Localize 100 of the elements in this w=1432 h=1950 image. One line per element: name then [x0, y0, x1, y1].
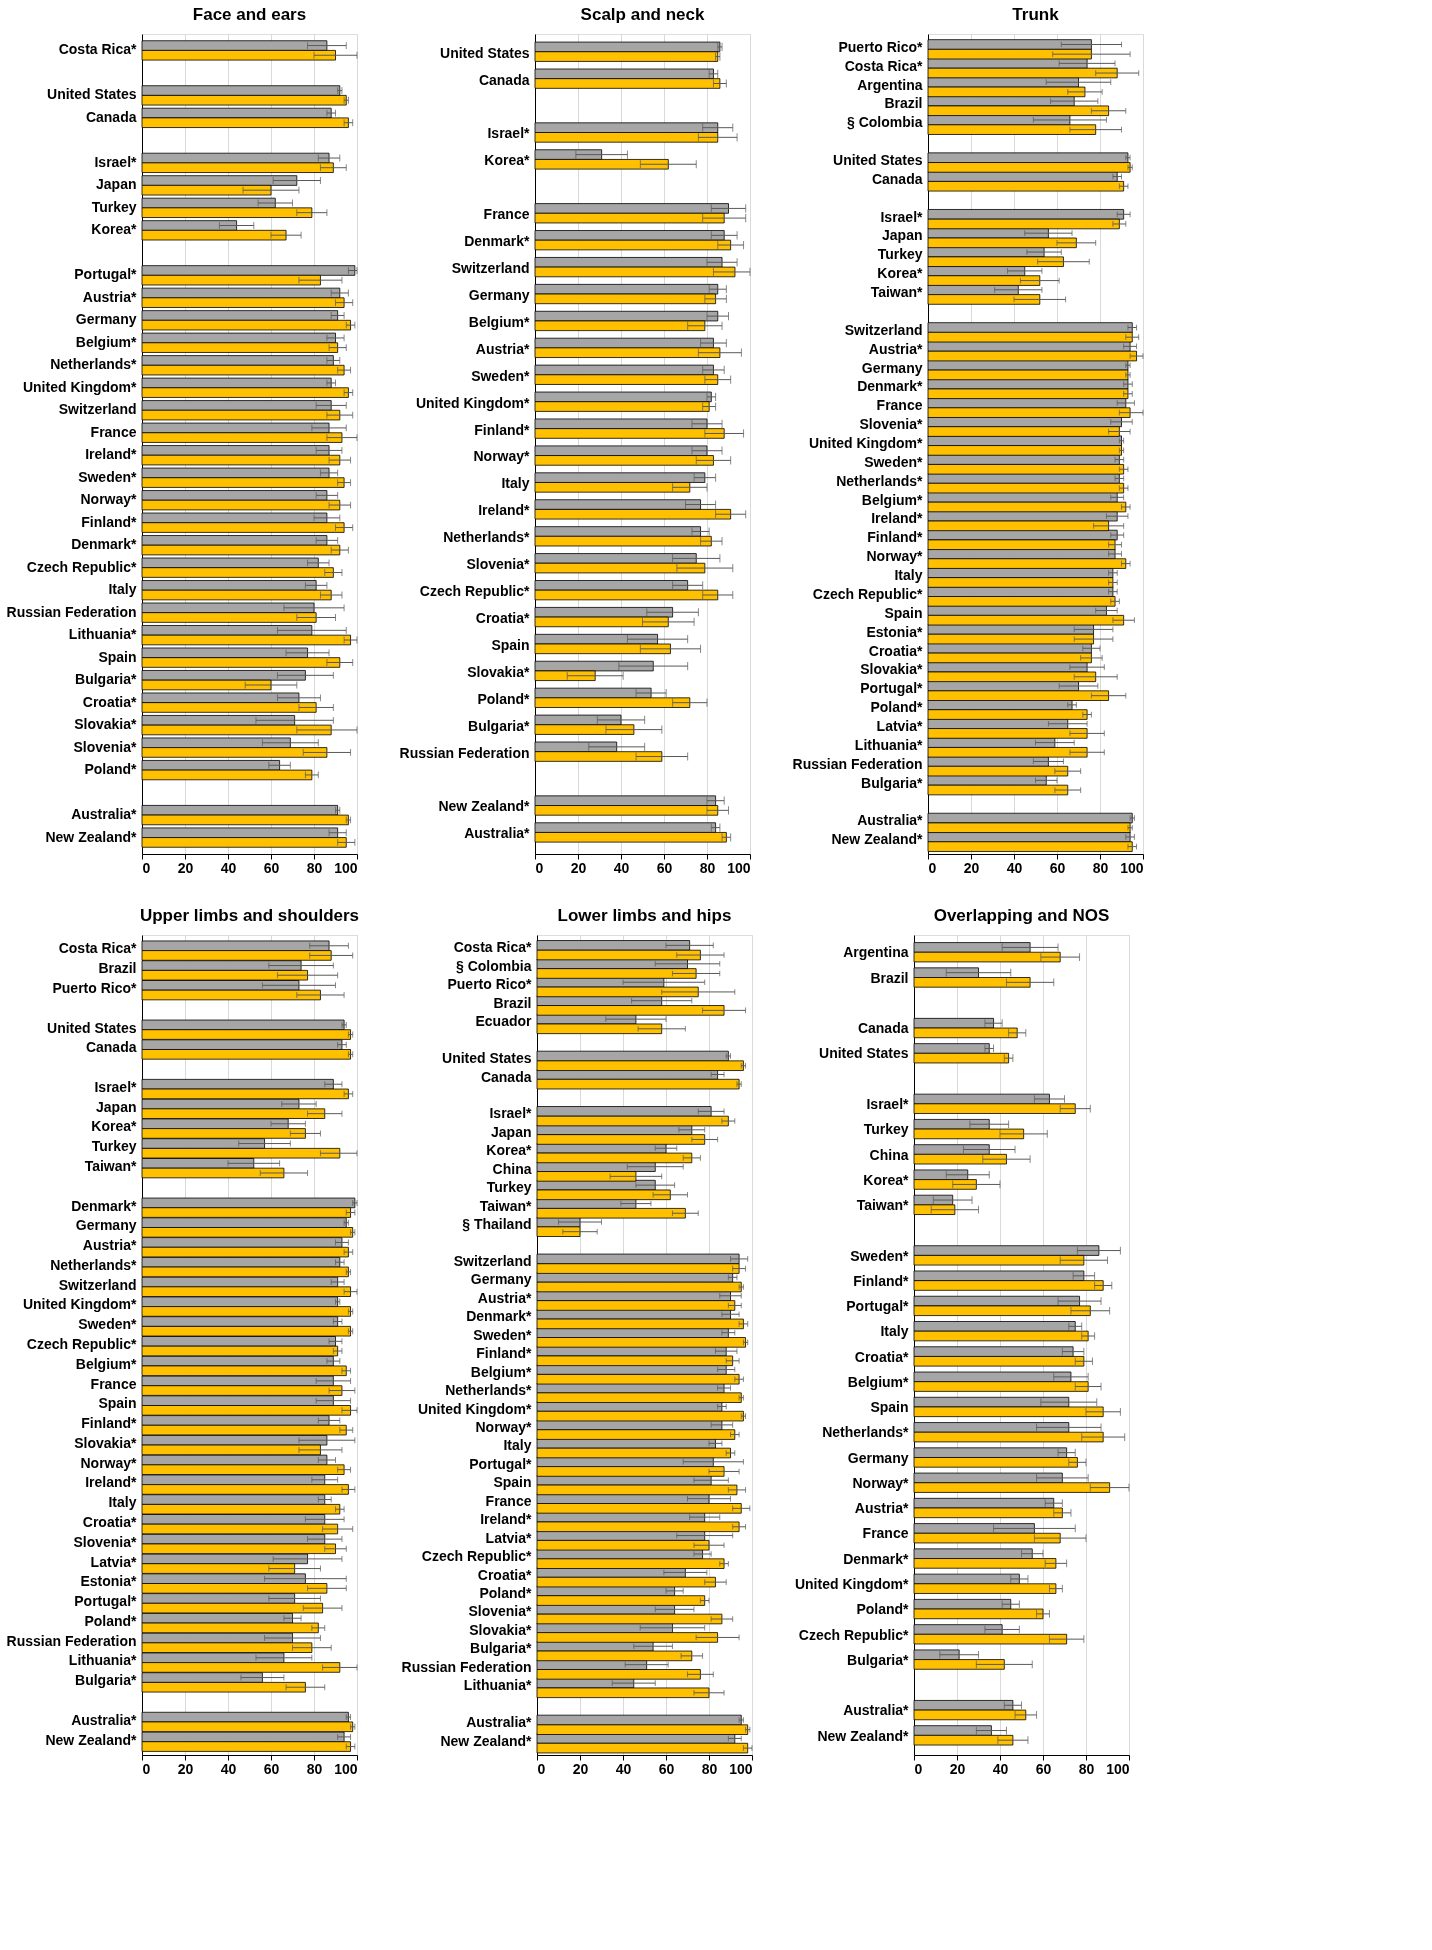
y-tick-label: Italy — [108, 1494, 137, 1511]
x-tick-label: 100 — [334, 859, 358, 876]
y-tick-label: Puerto Rico* — [52, 979, 138, 996]
y-tick-label: Costa Rica* — [58, 41, 138, 58]
y-tick-label: Sweden* — [78, 1316, 138, 1333]
y-tick-label: France — [90, 1375, 137, 1392]
y-tick-label: Netherlands* — [50, 1256, 138, 1273]
y-tick-label: Bulgaria* — [75, 1672, 138, 1689]
y-tick-label: Belgium* — [861, 491, 924, 508]
y-tick-label: Denmark* — [71, 536, 138, 553]
y-tick-label: Australia* — [466, 1714, 533, 1731]
y-tick-label: Slovakia* — [74, 716, 138, 733]
y-tick-label: Korea* — [486, 1142, 533, 1159]
y-tick-label: Latvia* — [485, 1529, 533, 1546]
y-tick-label: Israel* — [94, 153, 138, 170]
y-tick-label: Japan — [882, 227, 923, 244]
y-tick-label: United Kingdom* — [22, 1296, 138, 1313]
y-tick-label: France — [485, 1492, 532, 1509]
y-tick-label: Ireland* — [478, 502, 531, 519]
y-tick-label: Lithuania* — [463, 1677, 533, 1694]
y-tick-label: § Thailand — [462, 1216, 532, 1233]
y-tick-label: Portugal* — [74, 266, 138, 283]
y-tick-label: Croatia* — [477, 1566, 533, 1583]
x-tick-label: 0 — [142, 1760, 151, 1777]
y-tick-label: Spain — [491, 636, 530, 653]
y-tick-label: Slovenia* — [468, 1603, 533, 1620]
y-tick-label: Korea* — [91, 1118, 138, 1135]
chart-title: Scalp and neck — [580, 5, 705, 24]
y-tick-label: Turkey — [91, 198, 137, 215]
y-tick-label: Sweden* — [473, 1326, 533, 1343]
y-tick-label: Czech Republic* — [26, 1336, 138, 1352]
y-tick-label: Bulgaria* — [847, 1651, 910, 1668]
y-tick-label: Slovenia* — [466, 556, 531, 573]
x-tick-label: 0 — [928, 859, 937, 876]
y-tick-label: Germany — [468, 286, 530, 303]
y-tick-label: Czech Republic* — [419, 583, 531, 600]
x-tick-label: 20 — [570, 859, 587, 876]
x-tick-label: 80 — [1078, 1760, 1095, 1777]
y-tick-label: Poland* — [479, 1584, 533, 1601]
y-tick-label: Croatia* — [868, 642, 924, 659]
y-tick-label: United States — [442, 1050, 532, 1067]
y-tick-label: Costa Rica* — [58, 940, 138, 957]
y-tick-label: Austria* — [868, 340, 924, 357]
y-tick-label: Slovakia* — [860, 661, 924, 678]
y-tick-label: Brazil — [98, 960, 137, 977]
y-tick-label: Slovakia* — [467, 663, 531, 680]
x-tick-label: 100 — [334, 1760, 358, 1777]
y-tick-label: Germany — [470, 1271, 532, 1288]
y-tick-label: France — [876, 397, 923, 414]
x-tick-label: 40 — [220, 1760, 237, 1777]
x-tick-label: 80 — [306, 1760, 323, 1777]
y-tick-label: Turkey — [486, 1179, 532, 1196]
y-tick-label: Switzerland — [58, 1276, 137, 1293]
y-tick-label: Bulgaria* — [468, 717, 531, 734]
y-tick-label: France — [483, 206, 530, 223]
y-tick-label: Netherlands* — [445, 1382, 533, 1399]
x-tick-label: 0 — [914, 1760, 923, 1777]
x-tick-label: 100 — [729, 1760, 753, 1777]
y-tick-label: Canada — [478, 71, 530, 88]
y-tick-label: Sweden* — [850, 1247, 910, 1264]
y-tick-label: Denmark* — [466, 1308, 533, 1325]
y-tick-label: New Zealand* — [440, 1732, 533, 1749]
x-tick-label: 60 — [263, 1760, 280, 1777]
y-tick-label: Latvia* — [876, 718, 924, 735]
y-tick-label: Slovenia* — [859, 416, 924, 433]
y-tick-label: Italy — [108, 581, 137, 598]
x-tick-label: 40 — [1006, 859, 1023, 876]
y-tick-label: New Zealand* — [438, 798, 531, 815]
y-tick-label: Norway* — [475, 1419, 533, 1435]
y-tick-label: Australia* — [71, 806, 138, 823]
y-tick-label: Netherlands* — [443, 529, 531, 546]
y-tick-label: Germany — [75, 311, 137, 328]
x-tick-label: 80 — [1092, 859, 1109, 876]
y-tick-label: Sweden* — [471, 367, 531, 384]
y-tick-label: Bulgaria* — [861, 774, 924, 791]
y-tick-label: Taiwan* — [84, 1158, 138, 1174]
y-tick-label: Slovenia* — [73, 1533, 138, 1550]
y-tick-label: Norway* — [852, 1474, 910, 1491]
y-tick-label: Croatia* — [82, 1514, 138, 1530]
y-tick-label: Sweden* — [78, 468, 138, 485]
y-tick-label: Israel* — [880, 208, 924, 225]
y-tick-label: Netherlands* — [50, 356, 138, 373]
y-tick-label: Czech Republic* — [26, 558, 138, 575]
x-tick-label: 20 — [949, 1760, 966, 1777]
x-tick-label: 40 — [992, 1760, 1009, 1777]
y-tick-label: Taiwan* — [870, 284, 924, 301]
y-tick-label: Israel* — [489, 1105, 533, 1122]
y-tick-label: Australia* — [843, 1702, 910, 1719]
y-tick-label: Norway* — [866, 548, 924, 565]
y-tick-label: Canada — [85, 1039, 137, 1056]
y-tick-label: Netherlands* — [822, 1424, 910, 1441]
y-tick-label: Australia* — [464, 825, 531, 842]
y-tick-label: Puerto Rico* — [838, 38, 924, 55]
y-tick-label: Ireland* — [85, 1474, 138, 1491]
x-tick-label: 80 — [306, 859, 323, 876]
y-tick-label: United States — [47, 1019, 137, 1036]
y-tick-label: Finland* — [867, 529, 924, 546]
y-tick-label: Turkey — [877, 246, 923, 263]
y-tick-label: Portugal* — [846, 1298, 910, 1315]
y-tick-label: Estonia* — [866, 623, 924, 640]
